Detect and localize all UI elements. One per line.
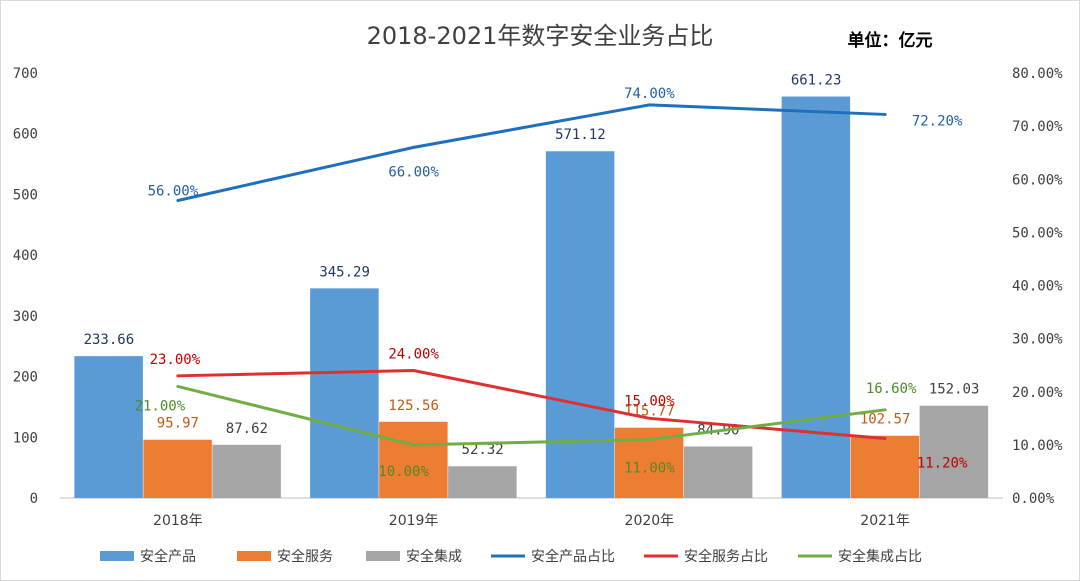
- y-right-tick-label: 50.00%: [1012, 225, 1063, 241]
- legend-swatch-bar: [100, 551, 134, 561]
- bar: [310, 288, 379, 498]
- chart-title: 2018-2021年数字安全业务占比: [367, 22, 714, 50]
- y-right-tick-label: 20.00%: [1012, 385, 1063, 401]
- bar: [919, 405, 989, 498]
- bar: [850, 435, 920, 498]
- line-data-label: 11.20%: [917, 456, 968, 472]
- y-left-tick-label: 200: [13, 370, 38, 386]
- line-data-label: 56.00%: [148, 184, 199, 200]
- bar-data-label: 95.97: [157, 416, 199, 432]
- bar-data-label: 345.29: [319, 264, 370, 280]
- line-data-label: 16.60%: [866, 381, 917, 397]
- bar: [379, 421, 448, 498]
- line-data-label: 11.00%: [624, 461, 675, 477]
- x-category-label: 2018年: [153, 513, 203, 529]
- bar-data-label: 87.62: [226, 421, 268, 437]
- y-left-tick-label: 300: [13, 309, 38, 325]
- y-right-tick-label: 70.00%: [1012, 119, 1063, 135]
- line-series: [176, 103, 887, 202]
- legend-swatch-bar: [237, 551, 271, 561]
- bar: [74, 356, 143, 498]
- legend-entry-label: 安全产品占比: [531, 548, 615, 565]
- x-category-label: 2020年: [625, 513, 675, 529]
- y-left-tick-label: 0: [30, 491, 38, 507]
- y-right-tick-label: 0.00%: [1012, 491, 1055, 507]
- x-category-label: 2019年: [389, 513, 439, 529]
- line-series: [176, 384, 887, 447]
- line-data-label: 74.00%: [624, 86, 675, 102]
- bar-data-label: 125.56: [388, 398, 439, 414]
- line-data-label: 24.00%: [388, 347, 439, 363]
- line-data-label: 21.00%: [135, 398, 186, 414]
- y-right-tick-label: 10.00%: [1012, 438, 1063, 454]
- unit-label: 单位：亿元: [848, 30, 933, 51]
- line-series: [176, 369, 887, 440]
- bar: [683, 446, 753, 498]
- y-right-tick-label: 60.00%: [1012, 172, 1063, 188]
- y-right-tick-label: 30.00%: [1012, 332, 1063, 348]
- y-right-tick-label: 40.00%: [1012, 279, 1063, 295]
- bar: [448, 466, 517, 498]
- legend-entry-label: 安全产品: [140, 548, 196, 565]
- bar: [143, 439, 212, 498]
- legend-entry-label: 安全服务: [277, 548, 333, 565]
- x-category-label: 2021年: [860, 513, 910, 529]
- y-left-tick-label: 500: [13, 187, 38, 203]
- legend-swatch-bar: [366, 551, 400, 561]
- legend-entry-label: 安全集成占比: [838, 548, 922, 565]
- bar-data-label: 233.66: [84, 332, 135, 348]
- line-data-label: 66.00%: [388, 164, 439, 180]
- y-left-tick-label: 400: [13, 248, 38, 264]
- legend: 安全产品 安全服务 安全集成 安全产品占比 安全服务占比 安全集成占比: [100, 548, 922, 565]
- bar-data-label: 661.23: [791, 73, 842, 89]
- line-data-label: 72.20%: [912, 113, 963, 129]
- y-left-tick-label: 100: [13, 430, 38, 446]
- bar-data-label: 571.12: [555, 127, 606, 143]
- y-right-tick-label: 80.00%: [1012, 66, 1063, 82]
- line-data-label: 10.00%: [378, 464, 429, 480]
- bar-data-label: 152.03: [929, 382, 980, 398]
- bar: [212, 444, 281, 498]
- bar-data-label: 102.57: [860, 412, 911, 428]
- line-data-label: 23.00%: [150, 352, 201, 368]
- y-left-tick-label: 600: [13, 127, 38, 143]
- y-left-tick-label: 700: [13, 66, 38, 82]
- bar-data-label: 52.32: [462, 442, 504, 458]
- line-data-label: 15.00%: [624, 393, 675, 409]
- bar: [545, 151, 615, 498]
- bar: [781, 96, 851, 498]
- plot-area: 0 100 200 300 400 500 600 700 0.00% 10.00% 20.00% 3…: [13, 66, 1063, 529]
- legend-entry-label: 安全服务占比: [684, 548, 768, 565]
- legend-entry-label: 安全集成: [406, 548, 462, 565]
